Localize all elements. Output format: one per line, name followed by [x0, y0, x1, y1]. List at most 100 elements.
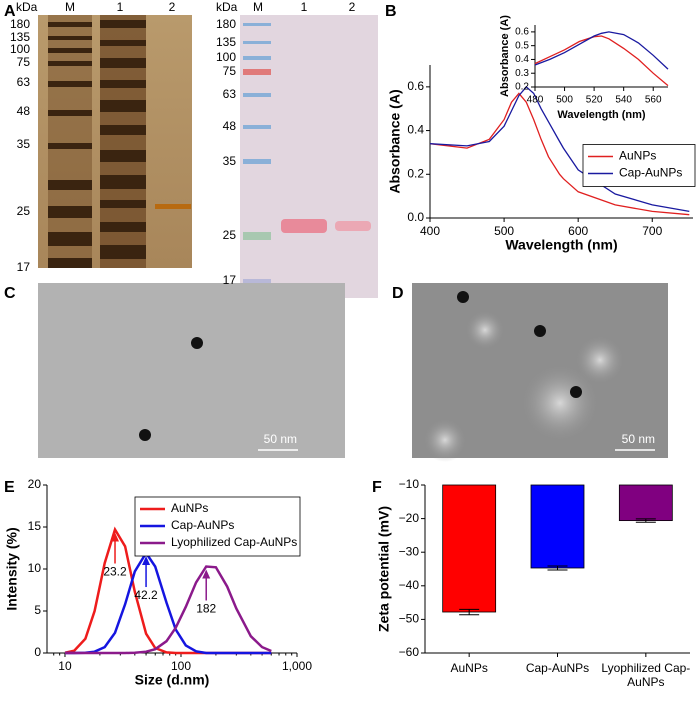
panel-label: A — [4, 3, 16, 20]
x-tick-label: 1,000 — [282, 659, 312, 673]
marker-label: 100 — [10, 42, 30, 56]
x-tick-label: 480 — [527, 95, 544, 106]
gel-image — [240, 15, 378, 298]
marker-label: 35 — [223, 154, 237, 168]
error-bar — [459, 608, 480, 616]
legend-label: AuNPs — [619, 149, 656, 163]
marker-label: 75 — [17, 55, 31, 69]
lane-label: 1 — [117, 0, 124, 14]
y-tick-label: 0.2 — [515, 82, 529, 93]
y-axis-title: Absorbance (A) — [499, 15, 511, 97]
annotation-arrowhead — [111, 532, 120, 542]
y-tick-label: 0.0 — [407, 210, 424, 224]
x-tick-label: Lyophilized Cap-AuNPs — [601, 661, 691, 689]
y-axis-title: Zeta potential (mV) — [376, 506, 392, 632]
y-tick-label: 0.2 — [407, 166, 424, 180]
x-tick-label: AuNPs — [450, 661, 488, 675]
marker-label: 48 — [17, 104, 31, 118]
error-bar — [547, 565, 568, 571]
y-tick-label: −40 — [399, 578, 420, 592]
legend-label: Cap-AuNPs — [171, 518, 234, 532]
marker-label: 63 — [17, 75, 31, 89]
lane-label: 2 — [169, 0, 176, 14]
annotation-arrowhead — [142, 556, 151, 566]
lane-label: 1 — [301, 0, 308, 14]
gel-unit: kDa — [16, 0, 38, 14]
lane-label: M — [65, 0, 75, 14]
x-tick-label: 540 — [615, 95, 632, 106]
line — [65, 565, 272, 655]
x-tick-label: 10 — [58, 659, 72, 673]
x-tick-label: Cap-AuNPs — [525, 661, 590, 675]
y-tick-label: 0.5 — [515, 40, 529, 51]
marker-label: 17 — [223, 273, 237, 287]
line — [65, 550, 272, 655]
y-axis-title: Absorbance (A) — [387, 89, 403, 193]
lane-label: 2 — [349, 0, 356, 14]
bar — [618, 484, 673, 522]
y-tick-label: 20 — [28, 477, 42, 491]
annotation-arrowhead — [202, 569, 211, 579]
y-tick-label: 5 — [34, 603, 41, 617]
y-tick-label: −60 — [399, 645, 420, 659]
x-tick-label: 560 — [645, 95, 662, 106]
y-tick-label: −20 — [399, 511, 420, 525]
y-axis-title: Intensity (%) — [4, 527, 20, 610]
y-tick-label: 0.4 — [515, 54, 529, 65]
gel-image — [38, 15, 192, 268]
scale-bar-label: 50 nm — [264, 432, 297, 446]
error-bar — [635, 518, 656, 523]
legend-label: Lyophilized Cap-AuNPs — [171, 535, 297, 549]
x-tick-label: 100 — [171, 659, 191, 673]
marker-label: 17 — [17, 260, 31, 274]
chart: 0.2 0.3 0.4 0.5 0.6 480 500 520 540 560 Wavelength… — [499, 15, 669, 121]
micrograph — [412, 283, 668, 462]
y-tick-label: −50 — [399, 612, 420, 626]
scale-bar-label: 50 nm — [622, 432, 655, 446]
marker-label: 180 — [216, 17, 236, 31]
annotation: 42.2 — [134, 588, 158, 602]
micrograph — [38, 283, 345, 458]
marker-label: 75 — [223, 64, 237, 78]
x-axis-title: Wavelength (nm) — [505, 237, 617, 253]
y-tick-label: −30 — [399, 544, 420, 558]
panel-label: C — [4, 285, 16, 302]
x-tick-label: 520 — [586, 95, 603, 106]
line — [534, 31, 669, 70]
panel-label: B — [385, 3, 397, 20]
line — [534, 35, 669, 87]
legend-box — [582, 144, 696, 187]
y-tick-label: −10 — [399, 477, 420, 491]
marker-label: 25 — [17, 204, 31, 218]
gel-unit: kDa — [216, 0, 238, 14]
chart: 0.0 0.2 0.4 0.6 400 500 600 700 Wavelength (nm) A… — [387, 65, 696, 253]
line — [429, 92, 690, 216]
annotation: 182 — [196, 602, 216, 616]
bar — [530, 484, 585, 569]
y-tick-label: 0.6 — [407, 79, 424, 93]
panel-label: F — [372, 479, 382, 496]
y-tick-label: 0 — [34, 645, 41, 659]
y-tick-label: 15 — [28, 519, 42, 533]
marker-label: 25 — [223, 228, 237, 242]
y-tick-label: 0.4 — [407, 123, 424, 137]
legend-label: Cap-AuNPs — [619, 166, 682, 180]
marker-label: 100 — [216, 50, 236, 64]
y-tick-label: 0.6 — [515, 27, 529, 38]
marker-label: 48 — [223, 119, 237, 133]
marker-label: 135 — [216, 35, 236, 49]
annotation: 23.2 — [103, 565, 127, 579]
marker-label: 180 — [10, 17, 30, 31]
chart: 0 5 10 15 20 10 100 1,000 Size (d.nm) Intensity (… — [4, 477, 313, 688]
x-tick-label: 500 — [556, 95, 573, 106]
x-axis-title: Wavelength (nm) — [557, 109, 646, 121]
panel-label: D — [392, 285, 404, 302]
x-tick-label: 500 — [494, 224, 514, 238]
marker-label: 63 — [223, 87, 237, 101]
marker-label: 35 — [17, 137, 31, 151]
panel-label: E — [4, 479, 15, 496]
legend-label: AuNPs — [171, 501, 208, 515]
y-tick-label: 0.3 — [515, 68, 529, 79]
